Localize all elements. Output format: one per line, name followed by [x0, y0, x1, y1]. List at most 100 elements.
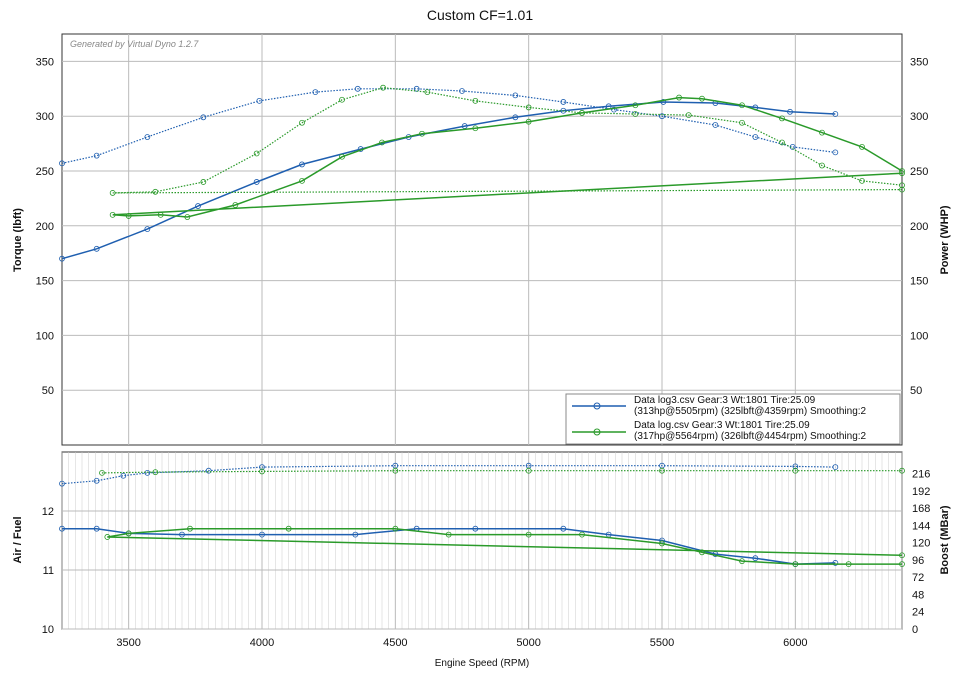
data-point [859, 143, 865, 150]
legend-log3-line2: (313hp@5505rpm) (325lbft@4359rpm) Smooth… [634, 406, 867, 417]
data-point [259, 468, 265, 475]
data-point [93, 245, 100, 252]
data-point [699, 549, 705, 556]
y2-tick-label: 48 [912, 589, 924, 601]
data-point [787, 108, 793, 115]
series-line-log3-boost [61, 465, 836, 485]
y-tick-label: 200 [36, 221, 54, 233]
y-tick-label: 250 [36, 166, 54, 178]
data-point [380, 84, 386, 91]
y-axis-label-boost: Boost (MBar) [939, 505, 951, 574]
data-point [195, 203, 201, 209]
x-tick-label: 6000 [783, 637, 807, 649]
data-point [676, 94, 682, 101]
data-point [256, 97, 263, 104]
data-point [859, 177, 865, 184]
y2-tick-label: 250 [910, 166, 928, 178]
data-point [659, 467, 665, 474]
y2-tick-label: 350 [910, 56, 928, 68]
y-tick-label: 350 [36, 56, 54, 68]
x-tick-label: 5500 [650, 637, 674, 649]
data-point [253, 150, 260, 157]
data-point [819, 162, 825, 169]
data-point [525, 531, 532, 538]
data-point [899, 182, 905, 189]
data-point [339, 153, 345, 160]
data-point [525, 104, 532, 111]
legend-marker-log3 [593, 402, 601, 410]
data-point [379, 139, 385, 146]
data-point [752, 134, 759, 140]
data-point [152, 188, 159, 195]
data-point [352, 531, 359, 538]
legend-log3-line1: Data log3.csv Gear:3 Wt:1801 Tire:25.09 [634, 395, 816, 406]
data-point [59, 160, 65, 167]
data-point [125, 530, 132, 537]
data-point [144, 469, 151, 476]
y2-tick-label: 200 [910, 221, 928, 233]
data-point [461, 123, 468, 129]
data-point [560, 99, 567, 105]
data-point [93, 477, 100, 484]
data-point [200, 114, 207, 121]
legend-marker-log [593, 428, 601, 436]
data-point [579, 110, 585, 116]
data-point [845, 561, 852, 567]
data-point [512, 92, 519, 99]
series-line-log3-power [61, 101, 836, 260]
data-point [59, 525, 65, 532]
data-point [59, 480, 65, 487]
data-point [312, 89, 319, 95]
y-axis-label-torque: Torque (lbft) [12, 208, 24, 272]
legend[interactable]: Data log3.csv Gear:3 Wt:1801 Tire:25.09 … [565, 393, 901, 445]
data-point [819, 129, 825, 136]
data-point [200, 179, 207, 185]
series-line-log3-afr [62, 527, 836, 565]
data-point [779, 115, 785, 122]
data-point [712, 122, 719, 128]
y2-tick-label: 150 [910, 276, 928, 288]
data-point [659, 540, 665, 547]
data-point [685, 112, 692, 119]
data-point [832, 111, 839, 117]
series-line-log-power [112, 96, 903, 218]
data-point [285, 525, 292, 532]
y2-tick-label: 72 [912, 572, 924, 584]
y-tick-label: 300 [36, 111, 54, 123]
data-point [179, 531, 185, 538]
data-point [205, 467, 212, 474]
data-point [752, 555, 759, 562]
y-tick-label: 12 [42, 506, 54, 518]
series-line-log-boost [101, 470, 902, 474]
data-point [899, 186, 905, 193]
data-point [99, 469, 105, 476]
y2-tick-label: 24 [912, 607, 924, 619]
data-point [144, 134, 151, 140]
watermark: Generated by Virtual Dyno 1.2.7 [70, 39, 199, 49]
data-point [104, 534, 111, 540]
data-point [93, 525, 100, 532]
data-point [157, 211, 164, 218]
y-tick-label: 10 [42, 624, 54, 636]
data-point [354, 85, 361, 92]
y-axis-label-power: Power (WHP) [939, 205, 951, 274]
data-point [792, 561, 799, 567]
y2-tick-label: 120 [912, 538, 930, 550]
data-point [899, 561, 905, 567]
data-point [472, 97, 479, 104]
data-point [419, 130, 425, 137]
y2-tick-label: 96 [912, 555, 924, 567]
data-point [899, 467, 905, 474]
data-point [832, 560, 839, 566]
data-point [184, 214, 191, 220]
data-point [632, 111, 639, 117]
y2-tick-label: 192 [912, 486, 930, 498]
legend-log-line2: (317hp@5564rpm) (326lbft@4454rpm) Smooth… [634, 431, 867, 442]
data-point [59, 255, 65, 262]
y-tick-label: 100 [36, 330, 54, 342]
y2-tick-label: 0 [912, 624, 918, 636]
data-point [125, 213, 132, 219]
data-point [152, 469, 159, 476]
